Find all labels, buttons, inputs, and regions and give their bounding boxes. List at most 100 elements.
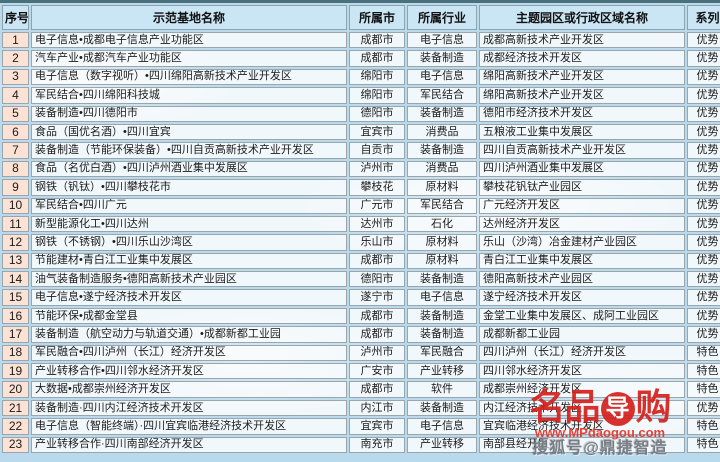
cell-city: 攀枝花 <box>349 179 405 196</box>
cell-zone: 绵阳高新技术产业开发区 <box>479 68 685 86</box>
cell-base-name: 军民结合•四川绵阳科技城 <box>31 87 347 104</box>
cell-city: 成都市 <box>349 381 405 398</box>
cell-serial: 7 <box>2 142 29 159</box>
cell-base-name: 装备制造（航空动力与轨道交通）•成都新都工业园 <box>31 326 347 343</box>
cell-series: 优势 <box>687 32 720 49</box>
cell-zone: 四川泸州酒业集中发展区 <box>479 160 685 178</box>
cell-zone: 德阳市经济技术开发区 <box>479 105 685 122</box>
cell-series: 优势 <box>687 289 720 306</box>
column-header-city: 所属市 <box>349 5 405 30</box>
cell-industry: 电子信息 <box>407 418 477 435</box>
cell-serial: 1 <box>2 32 29 49</box>
cell-serial: 12 <box>2 234 29 251</box>
cell-serial: 6 <box>2 123 29 141</box>
cell-serial: 15 <box>2 289 29 306</box>
cell-city: 绵阳市 <box>349 87 405 104</box>
table-row: 19 产业转移合作•四川邻水经济开发区 广安市 产业转移 四川邻水经济开发区 特色 <box>2 363 720 380</box>
table-row: 21 装备制造·四川内江经济技术开发区 内江市 装备制造 内江经济技术开发区 优势 <box>2 399 720 417</box>
cell-series: 优势 <box>687 68 720 86</box>
table-body: 1 电子信息•成都电子信息产业功能区 成都市 电子信息 成都高新技术产业开发区 优势 2 汽车… <box>2 32 720 453</box>
cell-serial: 21 <box>2 399 29 417</box>
cell-series: 优势 <box>687 307 720 325</box>
table-row: 22 电子信息（智能终端）·四川宜宾临港经济技术开发区 宜宾市 电子信息 宜宾临港经济技… <box>2 418 720 435</box>
table-row: 5 装备制造•四川德阳市 德阳市 装备制造 德阳市经济技术开发区 优势 <box>2 105 720 122</box>
cell-zone: 成都高新技术产业开发区 <box>479 32 685 49</box>
cell-series: 优势 <box>687 160 720 178</box>
cell-industry: 装备制造 <box>407 307 477 325</box>
cell-serial: 22 <box>2 418 29 435</box>
cell-series: 优势 <box>687 326 720 343</box>
cell-city: 成都市 <box>349 326 405 343</box>
cell-serial: 11 <box>2 215 29 233</box>
cell-zone: 五粮液工业集中发展区 <box>479 123 685 141</box>
cell-series: 优势 <box>687 142 720 159</box>
cell-base-name: 装备制造•四川德阳市 <box>31 105 347 122</box>
cell-city: 乐山市 <box>349 234 405 251</box>
cell-zone: 内江经济技术开发区 <box>479 399 685 417</box>
cell-serial: 14 <box>2 271 29 288</box>
table-row: 17 装备制造（航空动力与轨道交通）•成都新都工业园 成都市 装备制造 成都新都工业园优… <box>2 326 720 343</box>
cell-base-name: 食品（名优白酒）•四川泸州酒业集中发展区 <box>31 160 347 178</box>
cell-city: 内江市 <box>349 399 405 417</box>
cell-city: 宜宾市 <box>349 418 405 435</box>
cell-industry: 装备制造 <box>407 50 477 67</box>
cell-zone: 乐山（沙湾）冶金建材产业园区 <box>479 234 685 251</box>
cell-zone: 四川邻水经济开发区 <box>479 363 685 380</box>
table-row: 8 食品（名优白酒）•四川泸州酒业集中发展区 泸州市 消费品 四川泸州酒业集中发展区 优势 <box>2 160 720 178</box>
cell-base-name: 装备制造·四川内江经济技术开发区 <box>31 399 347 417</box>
cell-zone: 遂宁经济技术开发区 <box>479 289 685 306</box>
cell-base-name: 装备制造（节能环保装备）•四川自贡高新技术产业开发区 <box>31 142 347 159</box>
cell-industry: 军民结合 <box>407 197 477 214</box>
cell-industry: 消费品 <box>407 123 477 141</box>
cell-zone: 达州经济开发区 <box>479 215 685 233</box>
cell-zone: 广元经济开发区 <box>479 197 685 214</box>
table-row: 11 新型能源化工•四川达州 达州市 石化 达州经济开发区 优势 <box>2 215 720 233</box>
cell-base-name: 军民结合•四川广元 <box>31 197 347 214</box>
cell-series: 优势 <box>687 271 720 288</box>
cell-base-name: 油气装备制造服务•德阳高新技术产业园区 <box>31 271 347 288</box>
cell-industry: 装备制造 <box>407 271 477 288</box>
cell-serial: 18 <box>2 344 29 362</box>
cell-base-name: 产业转移合作•四川邻水经济开发区 <box>31 363 347 380</box>
cell-base-name: 节能建材•青白江工业集中发展区 <box>31 252 347 270</box>
cell-industry: 装备制造 <box>407 399 477 417</box>
cell-serial: 13 <box>2 252 29 270</box>
cell-series: 优势 <box>687 197 720 214</box>
cell-city: 绵阳市 <box>349 68 405 86</box>
cell-series: 特色 <box>687 363 720 380</box>
cell-serial: 5 <box>2 105 29 122</box>
cell-serial: 2 <box>2 50 29 67</box>
cell-city: 成都市 <box>349 307 405 325</box>
column-header-industry: 所属行业 <box>407 5 477 30</box>
cell-city: 成都市 <box>349 32 405 49</box>
cell-industry: 军民结合 <box>407 87 477 104</box>
cell-base-name: 钢铁（钒钛）•四川攀枝花市 <box>31 179 347 196</box>
cell-serial: 3 <box>2 68 29 86</box>
cell-industry: 电子信息 <box>407 289 477 306</box>
cell-serial: 20 <box>2 381 29 398</box>
cell-series: 特色 <box>687 344 720 362</box>
table-row: 23 产业转移合作·四川南部经济开发区 南充市 产业转移 南部县经开区 特色 <box>2 436 720 453</box>
cell-series: 特色 <box>687 381 720 398</box>
cell-city: 泸州市 <box>349 160 405 178</box>
cell-zone: 宜宾临港经济技术开发区 <box>479 418 685 435</box>
column-header-base-name: 示范基地名称 <box>31 5 347 30</box>
cell-city: 遂宁市 <box>349 289 405 306</box>
cell-serial: 8 <box>2 160 29 178</box>
cell-base-name: 电子信息（数字视听）•四川绵阳高新技术产业开发区 <box>31 68 347 86</box>
cell-industry: 原材料 <box>407 252 477 270</box>
cell-industry: 产业转移 <box>407 363 477 380</box>
cell-zone: 德阳高新技术产业园区 <box>479 271 685 288</box>
cell-zone: 攀枝花钒钛产业园区 <box>479 179 685 196</box>
cell-city: 成都市 <box>349 50 405 67</box>
cell-series: 优势 <box>687 123 720 141</box>
cell-city: 成都市 <box>349 252 405 270</box>
cell-zone: 成都经济技术开发区 <box>479 50 685 67</box>
cell-zone: 成都新都工业园 <box>479 326 685 343</box>
cell-series: 优势 <box>687 179 720 196</box>
cell-serial: 23 <box>2 436 29 453</box>
cell-industry: 电子信息 <box>407 32 477 49</box>
table-row: 2 汽车产业•成都汽车产业功能区 成都市 装备制造 成都经济技术开发区 优势 <box>2 50 720 67</box>
cell-zone: 绵阳高新技术产业开发区 <box>479 87 685 104</box>
cell-serial: 9 <box>2 179 29 196</box>
